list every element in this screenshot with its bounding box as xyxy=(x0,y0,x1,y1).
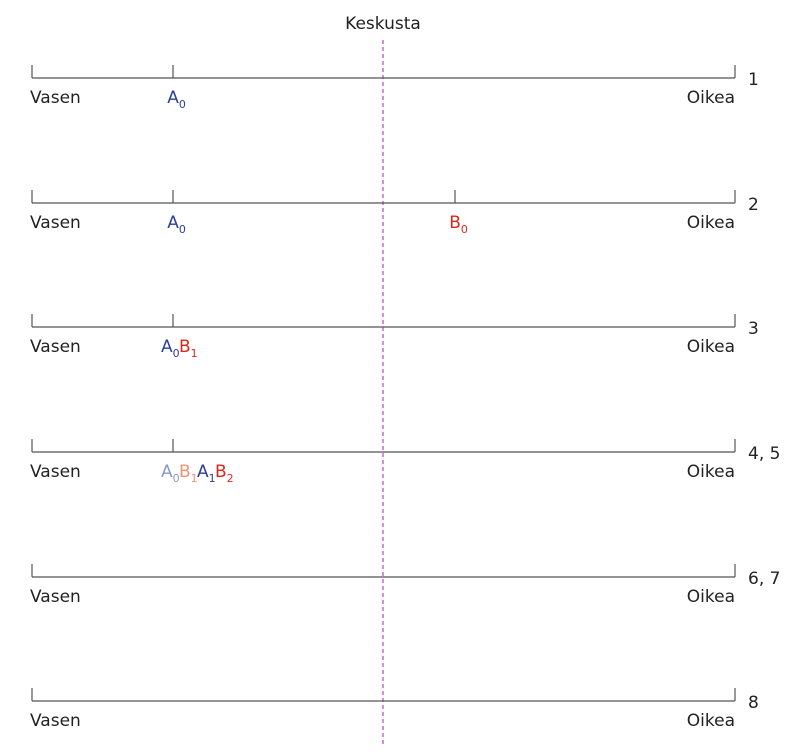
right-label: Oikea xyxy=(687,711,735,731)
row-5: Vasen Oikea 6, 7 xyxy=(30,564,780,607)
row-4: Vasen Oikea 4, 5 A0 B1 A1 B2 xyxy=(30,439,780,485)
marker-b2: B2 xyxy=(215,462,234,485)
left-label: Vasen xyxy=(30,213,81,233)
row-group: Vasen Oikea 1 A0 Vasen Oikea 2 A0 B0 Vasen Oikea 3 A… xyxy=(30,65,780,731)
right-label: Oikea xyxy=(687,88,735,108)
marker-a0: A0 xyxy=(161,337,180,360)
marker-a0: A0 xyxy=(167,88,186,111)
left-label: Vasen xyxy=(30,711,81,731)
row-1: Vasen Oikea 1 A0 xyxy=(30,65,759,111)
step-number: 6, 7 xyxy=(748,569,780,589)
row-3: Vasen Oikea 3 A0 B1 xyxy=(30,314,759,360)
right-label: Oikea xyxy=(687,587,735,607)
right-label: Oikea xyxy=(687,337,735,357)
step-number: 1 xyxy=(748,70,759,90)
right-label: Oikea xyxy=(687,213,735,233)
marker-b1: B1 xyxy=(179,462,198,485)
step-number: 2 xyxy=(748,195,759,215)
left-label: Vasen xyxy=(30,587,81,607)
left-label: Vasen xyxy=(30,337,81,357)
step-number: 8 xyxy=(748,693,759,713)
marker-b1: B1 xyxy=(179,337,198,360)
marker-a0: A0 xyxy=(167,213,186,236)
right-label: Oikea xyxy=(687,462,735,482)
left-label: Vasen xyxy=(30,88,81,108)
left-label: Vasen xyxy=(30,462,81,482)
row-6: Vasen Oikea 8 xyxy=(30,688,759,731)
center-label: Keskusta xyxy=(345,14,421,34)
marker-b0: B0 xyxy=(449,213,468,236)
marker-a1: A1 xyxy=(197,462,216,485)
step-number: 3 xyxy=(748,319,759,339)
marker-a0: A0 xyxy=(161,462,180,485)
step-number: 4, 5 xyxy=(748,444,780,464)
row-2: Vasen Oikea 2 A0 B0 xyxy=(30,190,759,236)
